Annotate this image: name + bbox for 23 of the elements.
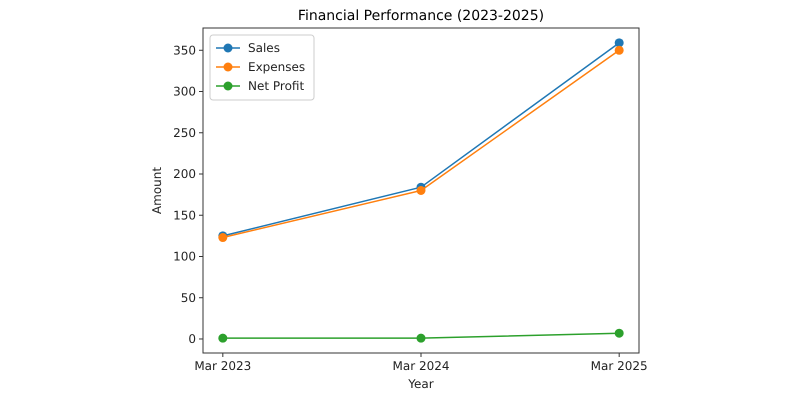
y-tick-label: 150 xyxy=(173,208,196,222)
x-tick-label: Mar 2023 xyxy=(194,359,252,373)
y-axis-title: Amount xyxy=(150,166,164,214)
y-tick-label: 100 xyxy=(173,250,196,264)
legend-label: Sales xyxy=(248,41,280,56)
chart-title: Financial Performance (2023-2025) xyxy=(298,8,544,24)
y-tick-label: 250 xyxy=(173,126,196,140)
y-tick-label: 350 xyxy=(173,43,196,58)
point xyxy=(614,328,624,338)
x-tick-label: Mar 2025 xyxy=(590,359,648,373)
y-tick-label: 0 xyxy=(188,332,196,346)
y-tick-label: 50 xyxy=(180,290,196,305)
x-tick-label: Mar 2024 xyxy=(392,359,450,373)
point xyxy=(416,186,426,195)
point xyxy=(416,334,426,343)
legend-label: Net Profit xyxy=(248,79,304,94)
legend-label: Expenses xyxy=(248,60,306,74)
point xyxy=(218,334,228,343)
y-tick-label: 300 xyxy=(173,84,196,99)
x-axis-title: Year xyxy=(407,377,434,391)
point xyxy=(614,38,624,48)
point xyxy=(614,46,624,55)
y-tick-label: 200 xyxy=(173,167,196,182)
